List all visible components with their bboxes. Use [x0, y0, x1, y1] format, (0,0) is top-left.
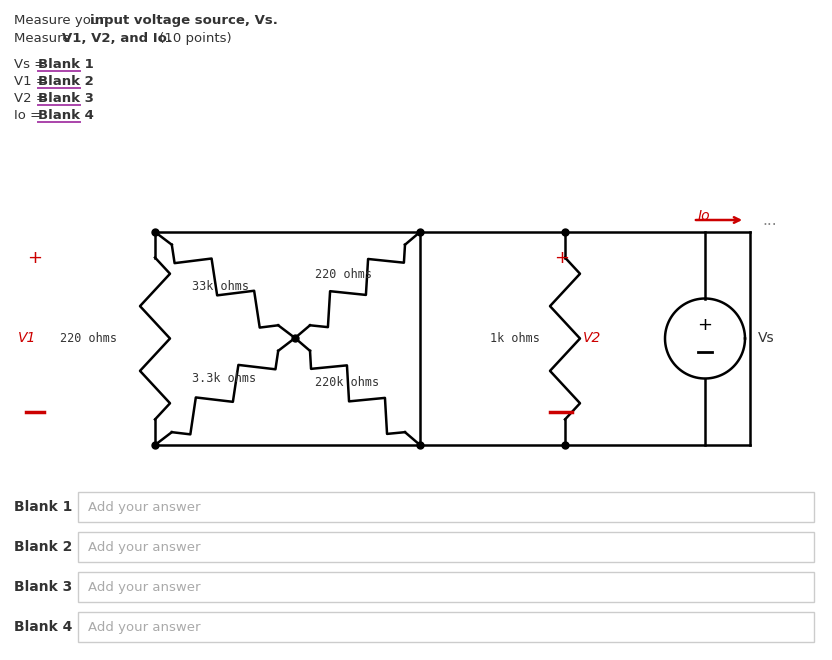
Bar [78, 492, 814, 522]
Text: ...: ... [762, 213, 776, 228]
Text: Add your answer: Add your answer [88, 541, 201, 554]
Text: 33k ohms: 33k ohms [192, 280, 249, 294]
Bar [78, 572, 814, 602]
Text: Add your answer: Add your answer [88, 620, 201, 634]
Text: input voltage source, Vs.: input voltage source, Vs. [90, 14, 278, 27]
Text: Add your answer: Add your answer [88, 500, 201, 513]
Text: +: + [697, 317, 712, 335]
Text: Measure: Measure [14, 32, 75, 45]
Text: Blank 4: Blank 4 [14, 620, 72, 634]
Text: Blank 4: Blank 4 [38, 109, 94, 122]
Text: Blank 3: Blank 3 [14, 580, 72, 594]
Text: Add your answer: Add your answer [88, 581, 201, 593]
Text: V1, V2, and Io.: V1, V2, and Io. [62, 32, 172, 45]
Text: +: + [27, 249, 42, 267]
Text: 220 ohms: 220 ohms [60, 331, 117, 345]
Text: Io: Io [698, 209, 711, 223]
Text: +: + [554, 249, 569, 267]
Text: Measure your: Measure your [14, 14, 109, 27]
Text: Io =: Io = [14, 109, 46, 122]
Bar [78, 612, 814, 642]
Text: Blank 1: Blank 1 [38, 58, 94, 71]
Text: Vs: Vs [758, 331, 775, 345]
Text: 3.3k ohms: 3.3k ohms [192, 372, 256, 385]
Text: Blank 2: Blank 2 [38, 75, 94, 88]
Text: Vs =: Vs = [14, 58, 49, 71]
Text: Blank 1: Blank 1 [14, 500, 72, 514]
Text: Blank 3: Blank 3 [38, 92, 94, 105]
Text: V2 =: V2 = [14, 92, 51, 105]
Text: 220k ohms: 220k ohms [315, 376, 379, 389]
Text: V1 =: V1 = [14, 75, 51, 88]
Bar [78, 532, 814, 562]
Text: 1k ohms: 1k ohms [490, 331, 540, 345]
Text: (10 points): (10 points) [155, 32, 231, 45]
Text: V1: V1 [18, 331, 37, 345]
Text: Blank 2: Blank 2 [14, 540, 72, 554]
Text: 220 ohms: 220 ohms [315, 269, 372, 282]
Text: V2: V2 [583, 331, 602, 345]
